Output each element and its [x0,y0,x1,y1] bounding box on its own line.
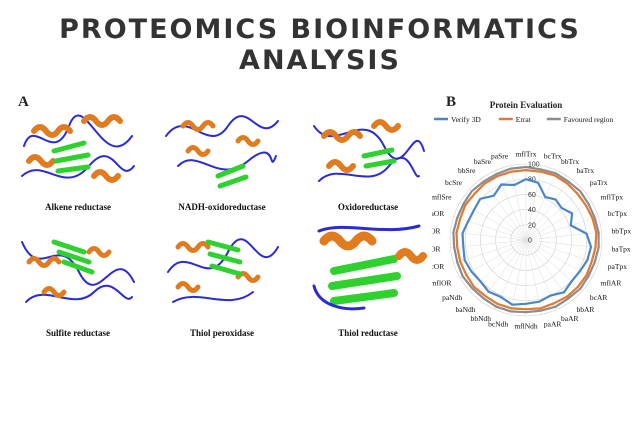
legend-entry: Errat [516,115,532,124]
category-label: bcTpx [608,209,627,218]
category-label: baAR [561,314,579,323]
grid-spoke [525,165,543,241]
category-label: bbNdh [471,314,492,323]
grid-spoke [525,178,571,241]
category-label: paSre [491,151,509,160]
protein-structure-nadh-oxidoreductase [165,115,279,189]
grid-spoke [525,201,592,241]
grid-spoke [525,239,602,249]
grid-spoke [509,239,527,315]
protein-structure-thiol-reductase [312,224,427,311]
grid-spoke [494,170,527,241]
category-label: bbAR [577,305,595,314]
caption-thiol-reductase: Thiol reductase [338,328,398,338]
category-label: mflAR [601,279,622,288]
category-label: baSre [474,157,492,166]
category-label: baOR [432,227,441,236]
tick-label: 100 [528,162,540,169]
series-line [452,165,600,314]
chart-title: Protein Evaluation [490,100,563,110]
category-label: bbSre [458,166,476,175]
grid-spoke [525,239,571,302]
caption-thiol-peroxidase: Thiol peroxidase [189,328,255,338]
caption-sulfite-reductase: Sulfite reductase [45,328,111,338]
category-label: paAR [544,320,562,329]
series-line [461,178,593,306]
panel-b-letter: B [446,94,457,110]
series-line [455,168,598,311]
category-label: paOR [432,209,444,218]
protein-structure-oxidoreductase [313,119,425,182]
category-label: baTrx [577,166,595,175]
category-label: mflTpx [601,193,624,202]
category-label: paTrx [590,178,608,187]
category-label: bcAR [590,293,608,302]
tick-label: 20 [528,222,536,229]
tick-label: 60 [528,192,536,199]
grid-spoke [469,239,527,292]
category-label: bcSre [445,178,463,187]
grid-spoke [525,216,599,241]
panel-a-letter: A [18,94,29,110]
category-label: bbTrx [561,157,579,166]
category-label: paTpx [608,262,627,271]
grid-spoke [525,239,558,310]
category-label: baTpx [612,245,631,254]
category-label: bcOR [432,262,444,271]
grid-spoke [453,216,527,241]
grid-spoke [509,165,527,241]
tick-label: 0 [528,238,532,245]
category-label: mflNdh [514,322,538,331]
protein-structure-thiol-peroxidase [167,238,279,303]
protein-structure-alkene-reductase [21,114,135,183]
grid-spoke [460,201,527,241]
grid-spoke [481,178,527,241]
legend-entry: Favoured region [564,115,614,124]
grid-spoke [453,239,527,264]
grid-spoke [525,231,602,241]
category-label: bbOR [432,245,441,254]
grid-spoke [525,239,599,264]
category-label: mflSre [432,193,452,202]
page-title: PROTEOMICS BIOINFORMATICS ANALYSIS [59,14,581,76]
tick-label: 40 [528,207,536,214]
radar-chart: Protein Evaluation Verify 3D Errat Favoured… [432,100,632,331]
category-label: bcTrx [544,151,562,160]
category-label: bcNdh [488,320,508,329]
grid-spoke [525,170,558,241]
legend-entry: Verify 3D [451,115,481,124]
grid-spoke [525,239,583,292]
category-label: mflOR [432,279,452,288]
caption-oxidoreductase: Oxidoreductase [337,202,399,212]
caption-alkene-reductase: Alkene reductase [44,202,112,212]
figure-panel: A [8,92,632,342]
caption-nadh-oxidoreductase: NADH-oxidoreductase [178,202,266,212]
grid-spoke [469,188,527,241]
category-label: bbTpx [612,227,632,236]
category-label: paNdh [442,293,462,302]
protein-structure-sulfite-reductase [21,239,135,303]
category-label: mflTrx [516,150,537,159]
grid-spoke [525,188,583,241]
category-label: baNdh [456,305,476,314]
